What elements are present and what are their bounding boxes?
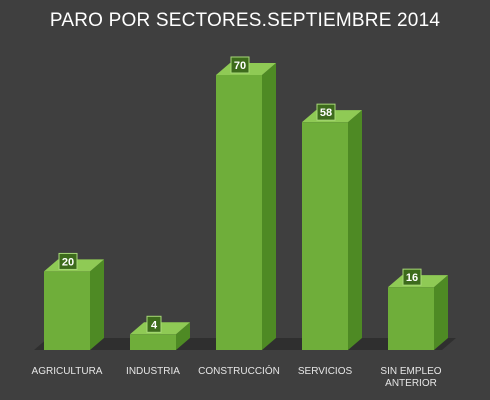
bar — [302, 122, 348, 351]
category-label: AGRICULTURA — [32, 366, 103, 377]
bar-side — [262, 63, 276, 350]
data-label-box — [230, 56, 250, 74]
bar — [44, 271, 90, 350]
data-label: 4 — [151, 319, 158, 331]
bar-side — [176, 322, 190, 350]
data-label: 70 — [234, 60, 246, 72]
bar-side — [434, 275, 448, 350]
bar-side — [90, 259, 104, 350]
category-label: INDUSTRIA — [126, 366, 180, 377]
data-label: 20 — [62, 256, 74, 268]
data-label: 16 — [406, 272, 418, 284]
data-label-box — [316, 103, 336, 121]
bar — [130, 334, 176, 350]
category-label: CONSTRUCCIÓN — [198, 364, 280, 377]
category-label: SERVICIOS — [298, 366, 353, 377]
category-label: SIN EMPLEO — [380, 366, 441, 377]
data-label-box — [58, 252, 78, 270]
data-label-box — [402, 268, 422, 286]
chart-title: PARO POR SECTORES.SEPTIEMBRE 2014 — [49, 10, 441, 31]
bar — [216, 75, 262, 350]
bar-side — [348, 110, 362, 351]
data-label-box — [146, 315, 162, 333]
bar — [388, 287, 434, 350]
category-label: ANTERIOR — [385, 378, 437, 389]
data-label: 58 — [320, 107, 332, 119]
